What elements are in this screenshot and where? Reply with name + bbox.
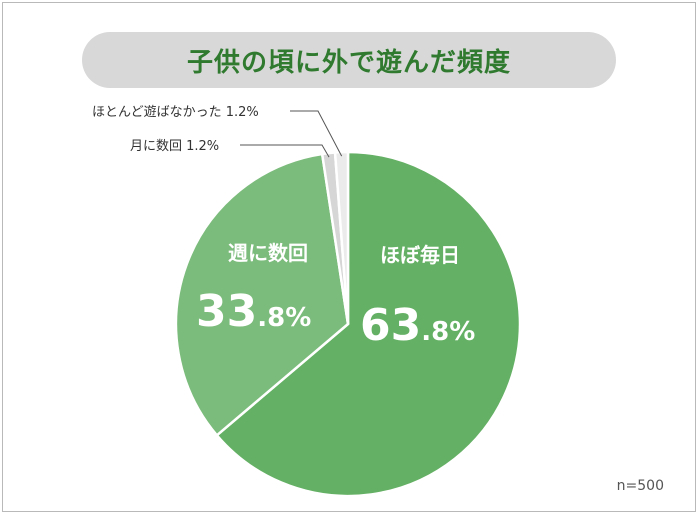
slice-label-0: ほぼ毎日 bbox=[380, 243, 460, 267]
slice-value-0: 63.8% bbox=[360, 300, 475, 351]
slice-label-2: 月に数回 1.2% bbox=[130, 139, 219, 154]
slice-value-1: 33.8% bbox=[196, 286, 311, 337]
pie-slice-0 bbox=[215, 150, 522, 498]
title-banner: 子供の頃に外で遊んだ頻度 bbox=[82, 32, 616, 88]
pie-slice-1 bbox=[174, 152, 350, 438]
slice-label-1: 週に数回 bbox=[228, 241, 308, 265]
pie-slice-3 bbox=[333, 150, 350, 325]
leader-line-2 bbox=[240, 144, 330, 158]
sample-size-note: n=500 bbox=[616, 478, 664, 494]
slice-label-3: ほとんど遊ばなかった 1.2% bbox=[92, 105, 259, 120]
chart-title: 子供の頃に外で遊んだ頻度 bbox=[186, 47, 511, 78]
leader-line-3 bbox=[290, 110, 343, 157]
